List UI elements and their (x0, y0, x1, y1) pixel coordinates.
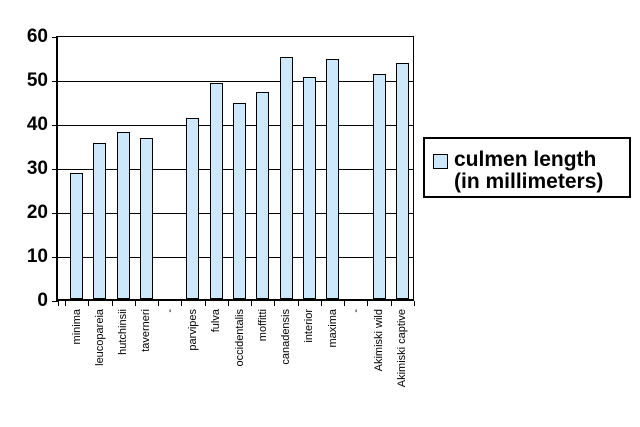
y-axis-tick-10 (52, 257, 58, 258)
y-axis-label-60: 60 (26, 26, 48, 47)
x-axis-tick-2 (112, 301, 113, 306)
bar-occidentalis[interactable] (233, 103, 246, 299)
bar-akimiski-captive[interactable] (396, 63, 409, 299)
y-axis-label-20: 20 (26, 202, 48, 223)
x-axis-category-label-akimiski-wild: Akimiski wild (373, 309, 385, 372)
x-axis-category-label-moffitti: moffitti (257, 309, 269, 342)
bar-moffitti[interactable] (256, 92, 269, 299)
y-axis-tick-30 (52, 169, 58, 170)
bar-akimiski-wild[interactable] (373, 74, 386, 299)
y-axis-tick-20 (52, 213, 58, 214)
bar-minima[interactable] (70, 173, 83, 299)
bar-leucopareia[interactable] (93, 143, 106, 299)
x-axis-tick-corner (58, 301, 59, 306)
legend-label: culmen length (in millimeters) (454, 149, 603, 193)
x-axis-tick-15 (414, 301, 415, 306)
x-axis-category-label-leucopareia: leucopareia (94, 309, 106, 366)
x-axis-category-label-blank-4: - (164, 309, 176, 313)
y-axis-tick-0 (52, 301, 58, 302)
x-axis-category-label-canadensis: canadensis (280, 309, 292, 365)
x-axis-category-label-occidentalis: occidentalis (234, 309, 246, 367)
x-axis-tick-1 (88, 301, 89, 306)
bar-fulva[interactable] (210, 83, 223, 299)
x-axis-tick-4 (158, 301, 159, 306)
x-axis-category-label-akimiski-captive: Akimiski captive (396, 309, 408, 388)
x-axis-tick-13 (367, 301, 368, 306)
x-axis-tick-11 (321, 301, 322, 306)
x-axis-category-label-hutchinsii: hutchinsii (117, 309, 129, 355)
y-axis-tick-40 (52, 125, 58, 126)
bar-canadensis[interactable] (280, 57, 293, 299)
x-axis-tick-12 (344, 301, 345, 306)
y-axis-label-10: 10 (26, 246, 48, 267)
x-axis-category-label-minima: minima (71, 309, 83, 345)
y-axis-label-50: 50 (26, 70, 48, 91)
x-axis-tick-5 (181, 301, 182, 306)
x-axis-tick-0 (65, 301, 66, 306)
bar-hutchinsii[interactable] (117, 132, 130, 299)
x-axis-category-label-interior: interior (303, 309, 315, 343)
x-axis-tick-14 (391, 301, 392, 306)
legend[interactable]: culmen length (in millimeters) (423, 137, 631, 198)
x-axis-category-label-parvipes: parvipes (187, 309, 199, 351)
y-axis-label-30: 30 (26, 158, 48, 179)
x-axis-tick-3 (135, 301, 136, 306)
bar-parvipes[interactable] (186, 118, 199, 299)
x-axis-tick-10 (298, 301, 299, 306)
bar-interior[interactable] (303, 77, 316, 299)
y-axis-tick-50 (52, 81, 58, 82)
gridline-50 (58, 81, 414, 82)
x-axis-tick-6 (205, 301, 206, 306)
x-axis-tick-7 (228, 301, 229, 306)
legend-label-line2: (in millimeters) (454, 170, 604, 193)
legend-series-swatch (433, 154, 448, 169)
x-axis-tick-8 (251, 301, 252, 306)
x-axis-category-label-blank-12: - (350, 309, 362, 313)
x-axis-tick-9 (274, 301, 275, 306)
x-axis-category-label-taverneri: taverneri (140, 309, 152, 352)
bar-maxima[interactable] (326, 59, 339, 299)
y-axis-label-0: 0 (37, 290, 48, 311)
x-axis-category-label-maxima: maxima (327, 309, 339, 348)
x-axis-category-label-fulva: fulva (210, 309, 222, 333)
bar-taverneri[interactable] (140, 138, 153, 299)
y-axis-label-40: 40 (26, 114, 48, 135)
y-axis-tick-60 (52, 37, 58, 38)
legend-label-line1: culmen length (454, 148, 597, 171)
